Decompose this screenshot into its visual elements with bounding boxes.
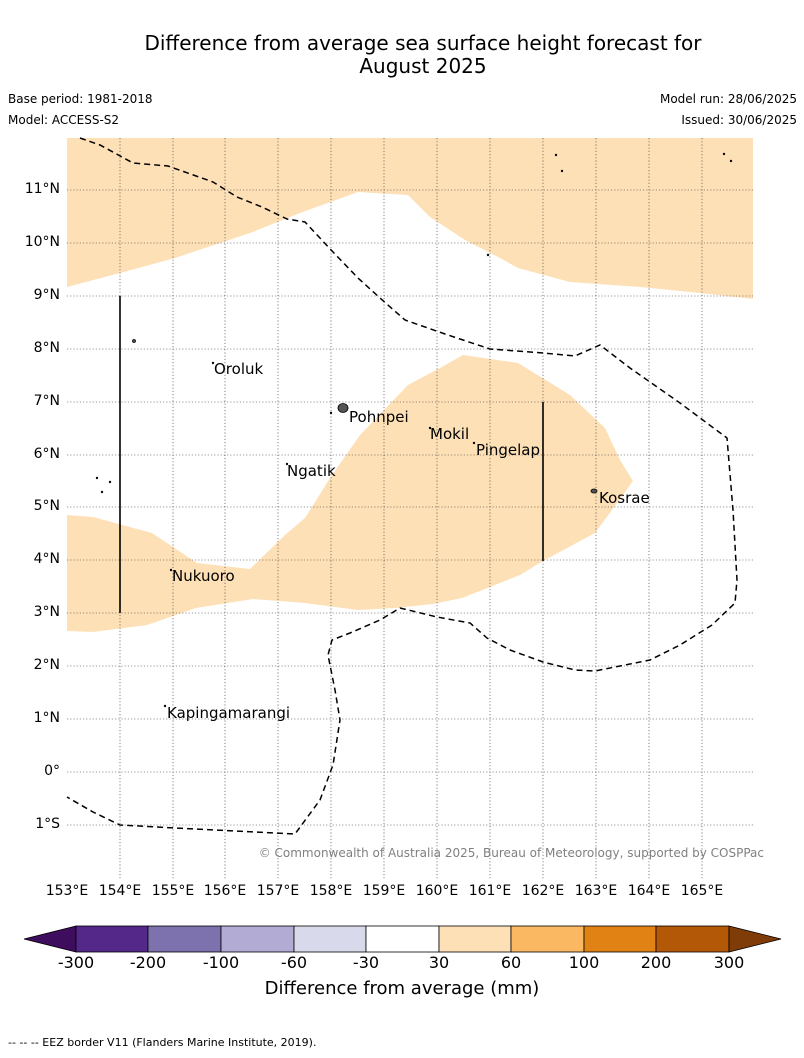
lon-label: 162°E: [521, 883, 565, 899]
base-period: Base period: 1981-2018: [8, 92, 153, 106]
colorbar-tick: -100: [202, 953, 240, 972]
place-label-kosrae: Kosrae: [599, 489, 650, 507]
place-label-pohnpei: Pohnpei: [349, 408, 409, 426]
colorbar-label: Difference from average (mm): [264, 978, 540, 999]
lon-label: 159°E: [362, 883, 406, 899]
model-name: Model: ACCESS-S2: [8, 113, 120, 127]
lon-label: 163°E: [574, 883, 618, 899]
colorbar-segment: [293, 925, 367, 953]
colorbar-segment: [655, 925, 730, 953]
lon-label: 156°E: [203, 883, 247, 899]
map-title-line1: Difference from average sea surface heig…: [144, 31, 702, 55]
place-label-kapingamarangi: Kapingamarangi: [167, 704, 291, 722]
colorbar-tick: -60: [280, 953, 308, 972]
model-run: Model run: 28/06/2025: [659, 92, 797, 106]
lat-label: 1°N: [33, 710, 60, 726]
colorbar-segment: [365, 925, 440, 953]
lat-label: 8°N: [33, 340, 60, 356]
anomaly-region-north: [67, 138, 753, 299]
colorbar-tick: 30: [428, 953, 450, 972]
lat-label: 2°N: [33, 657, 60, 673]
lon-label: 153°E: [45, 883, 89, 899]
colorbar-segment: [438, 925, 512, 953]
copyright-credit: © Commonwealth of Australia 2025, Bureau…: [258, 846, 764, 860]
lon-label: 154°E: [98, 883, 142, 899]
colorbar-tick: -30: [352, 953, 380, 972]
colorbar-segment: [583, 925, 657, 953]
lat-label: 0°: [44, 763, 60, 779]
lat-label: 9°N: [33, 287, 60, 303]
colorbar-extend-low: [23, 925, 77, 953]
lon-label: 165°E: [680, 883, 724, 899]
eez-border: [66, 137, 738, 835]
place-label-mokil: Mokil: [430, 425, 470, 443]
colorbar-tick: -300: [57, 953, 95, 972]
map-title: Difference from average sea surface heig…: [0, 32, 804, 78]
lon-label: 157°E: [256, 883, 300, 899]
colorbar-segment: [510, 925, 585, 953]
colorbar-segment: [220, 925, 295, 953]
colorbar-segment: [75, 925, 149, 953]
colorbar-extend-high: [728, 925, 782, 953]
lat-label: 10°N: [24, 234, 60, 250]
lon-label: 164°E: [627, 883, 671, 899]
place-label-nukuoro: Nukuoro: [172, 567, 235, 585]
lon-label: 155°E: [151, 883, 195, 899]
colorbar-tick: 60: [500, 953, 522, 972]
eez-footnote: -- -- -- EEZ border V11 (Flanders Marine…: [8, 1036, 317, 1049]
colorbar-tick: 200: [640, 953, 672, 972]
lon-label: 158°E: [309, 883, 353, 899]
issued-date: Issued: 30/06/2025: [681, 113, 797, 127]
anomaly-region-central: [67, 355, 633, 632]
colorbar-tick: 300: [713, 953, 745, 972]
lat-label: 11°N: [24, 181, 60, 197]
map-title-line2: August 2025: [359, 54, 487, 78]
colorbar: [23, 925, 782, 953]
lat-label: 4°N: [33, 551, 60, 567]
lat-label: 3°N: [33, 604, 60, 620]
place-label-pingelap: Pingelap: [476, 441, 541, 459]
lat-label: 1°S: [35, 816, 60, 832]
colorbar-tick: -200: [129, 953, 167, 972]
place-label-ngatik: Ngatik: [287, 462, 336, 480]
lon-label: 160°E: [415, 883, 459, 899]
lon-label: 161°E: [468, 883, 512, 899]
lat-label: 6°N: [33, 446, 60, 462]
graticule: [67, 138, 753, 879]
lat-label: 7°N: [33, 393, 60, 409]
lat-label: 5°N: [33, 498, 60, 514]
islands: [95, 152, 733, 708]
colorbar-tick: 100: [568, 953, 600, 972]
place-label-oroluk: Oroluk: [214, 360, 264, 378]
colorbar-segment: [147, 925, 222, 953]
